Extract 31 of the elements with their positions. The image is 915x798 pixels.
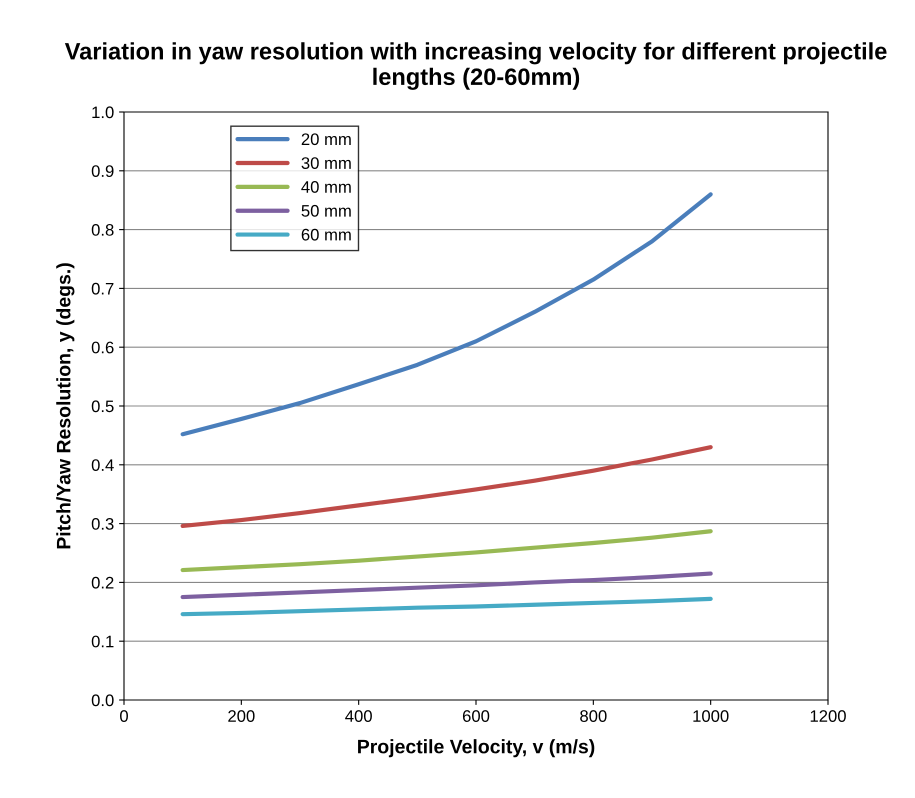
x-tick-label: 1200 <box>810 710 846 722</box>
y-tick-label: 0.6 <box>92 342 114 354</box>
y-tick-label: 0.1 <box>92 636 114 648</box>
x-tick-label: 0 <box>120 710 128 722</box>
y-tick-label: 0.7 <box>92 282 114 295</box>
legend-label: 60 mm <box>302 228 351 241</box>
line-series <box>180 529 713 572</box>
y-axis-title: Pitch/Yaw Resolution, y (degs.) <box>56 263 74 548</box>
legend-label: 40 mm <box>301 181 351 193</box>
line-series <box>180 192 713 436</box>
y-tick-label: 0.5 <box>92 400 114 412</box>
y-tick-label: 1.0 <box>92 106 114 118</box>
chart-title: Variation in yaw resolution with increasing velocity for different projectile lengths (20-60mm) <box>64 42 887 90</box>
line-series <box>180 596 713 616</box>
y-tick-label: 0.0 <box>92 694 114 706</box>
line-series <box>180 445 713 528</box>
y-tick-label: 0.2 <box>92 576 114 589</box>
x-tick-label: 400 <box>345 710 372 722</box>
legend-label: 20 mm <box>302 133 351 146</box>
y-tick-label: 0.3 <box>92 518 114 530</box>
x-tick-label: 200 <box>228 710 255 722</box>
y-tick-label: 0.4 <box>92 459 114 472</box>
y-tick-label: 0.8 <box>92 224 114 236</box>
y-tick-label: 0.9 <box>92 165 114 178</box>
x-tick-label: 800 <box>580 710 607 722</box>
x-tick-label: 600 <box>462 710 490 722</box>
x-axis-title: Projectile Velocity, v (m/s) <box>358 739 594 758</box>
legend-label: 30 mm <box>302 157 351 169</box>
legend-label: 50 mm <box>302 204 351 217</box>
x-tick-label: 1000 <box>693 710 729 722</box>
line-series <box>180 571 713 600</box>
